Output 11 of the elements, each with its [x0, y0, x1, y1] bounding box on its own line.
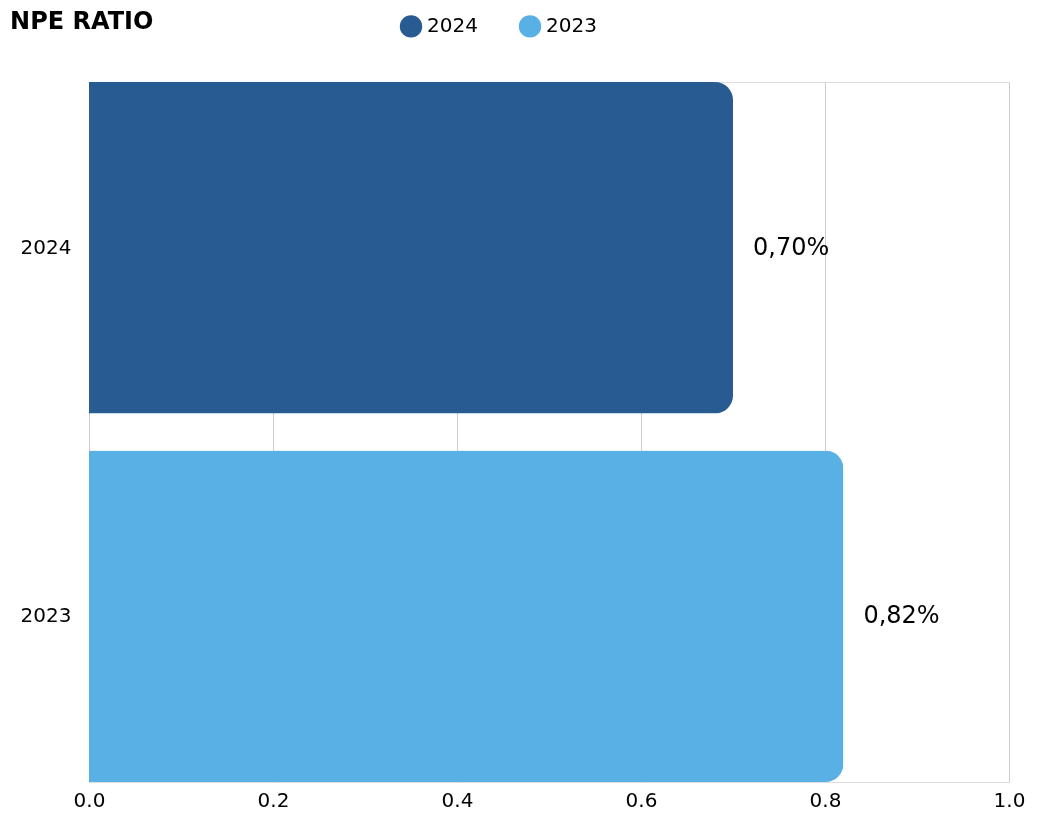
chart-title: NPE RATIO [10, 7, 154, 35]
x-tick-label: 0.2 [257, 787, 290, 812]
legend-label: 2023 [546, 13, 597, 38]
x-tick-label: 1.0 [993, 787, 1026, 812]
x-tick-label: 0.6 [625, 787, 658, 812]
data-label: 0,70% [753, 232, 830, 261]
x-tick-label: 0.8 [809, 787, 842, 812]
data-label: 0,82% [863, 601, 940, 630]
x-tick-label: 0.4 [441, 787, 474, 812]
x-tick-label: 0.0 [73, 787, 106, 812]
legend-label: 2024 [427, 13, 478, 38]
